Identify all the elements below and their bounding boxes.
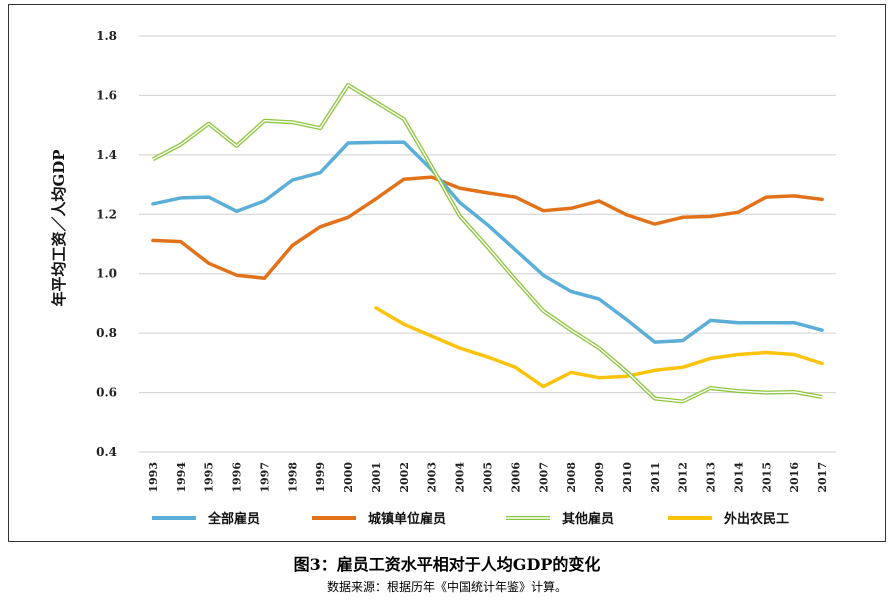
x-tick-label: 1996 [231,462,244,493]
y-tick-label: 1.4 [96,148,117,162]
series-line [151,175,824,280]
x-tick-label: 1997 [258,462,271,493]
x-tick-label: 2000 [342,462,355,493]
x-tick-label: 2004 [454,462,467,493]
x-tick-label: 1995 [203,462,216,493]
x-tick-label: 2017 [816,462,829,493]
y-tick-label: 1.0 [96,267,117,281]
chart-frame [8,4,886,542]
x-tick-label: 2013 [705,462,718,493]
y-tick-label: 0.4 [96,445,117,459]
series-line-inner [152,84,823,403]
legend-label: 全部雇员 [207,511,260,527]
x-tick-label: 2009 [593,462,606,493]
series-line-outer [151,83,823,404]
source-note: 数据来源：根据历年《中国统计年鉴》计算。 [326,580,567,594]
x-tick-label: 1993 [147,462,160,493]
legend-label: 城镇单位雇员 [368,511,446,527]
x-tick-label: 2011 [649,462,662,493]
x-tick-label: 2001 [370,462,383,493]
x-tick-label: 1998 [286,462,299,493]
y-axis-label: 年平均工资／人均GDP [50,149,68,306]
x-tick-label: 1999 [314,462,327,493]
x-tick-label: 2014 [732,462,745,493]
x-tick-label: 2016 [788,462,801,493]
x-tick-label: 2003 [426,462,439,493]
x-tick-label: 2007 [537,462,550,493]
y-tick-label: 1.2 [96,207,117,221]
series-lines [151,83,824,404]
y-tick-label: 1.8 [96,29,117,43]
x-tick-label: 2012 [677,462,690,493]
y-axis-ticks: 0.4 0.6 0.8 1.0 1.2 1.4 1.6 1.8 [96,29,117,459]
x-tick-label: 2002 [398,462,411,493]
x-tick-label: 2008 [565,462,578,493]
x-tick-label: 2006 [509,462,522,493]
series-line [151,140,824,344]
x-axis-ticks: 1993 1994 1995 1996 1997 1998 1999 2000 2001 2002… [147,462,829,493]
legend-label: 其他雇员 [562,511,614,527]
x-tick-label: 2015 [760,462,773,493]
x-tick-label: 2005 [482,462,495,493]
series-line [374,306,824,389]
y-tick-label: 0.6 [96,386,117,400]
x-tick-label: 2010 [621,462,634,493]
legend: 全部雇员 城镇单位雇员 其他雇员 外出农民工 [152,511,789,527]
figure-caption: 图3：雇员工资水平相对于人均GDP的变化 [293,555,601,574]
y-tick-label: 0.8 [96,326,117,340]
x-tick-label: 1994 [175,462,188,493]
y-tick-label: 1.6 [96,88,117,102]
legend-label: 外出农民工 [723,511,789,527]
